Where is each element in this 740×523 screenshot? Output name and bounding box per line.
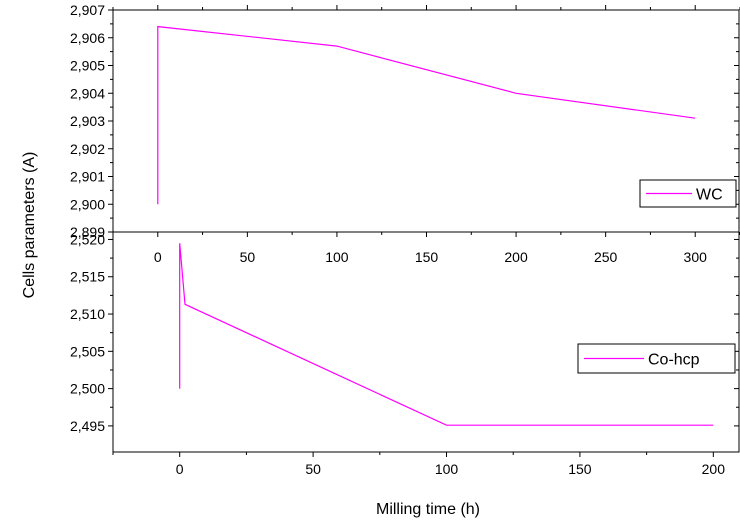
x-axis-title: Milling time (h): [376, 501, 480, 518]
bottom-panel: 2,495 2,500 2,505 2,510 2,515 2,520 0 50 100 150 2…: [70, 231, 740, 477]
x-tick-label: 100: [435, 461, 459, 477]
x-tick-label: 200: [504, 249, 528, 265]
y-axis-title: Cells parameters (A): [21, 152, 38, 299]
x-tick-label: 200: [702, 461, 726, 477]
y-tick-label: 2,903: [70, 113, 105, 129]
top-panel: 2,899 2,900 2,901 2,902 2,903 2,904 2,905 2,906…: [70, 2, 740, 265]
legend-label: Co-hcp: [648, 352, 700, 369]
x-tick-label: 50: [240, 249, 256, 265]
y-tick-label: 2,505: [70, 343, 105, 359]
y-tick-label: 2,520: [70, 231, 105, 247]
y-tick-label: 2,500: [70, 381, 105, 397]
series-line: [179, 243, 714, 426]
x-tick-label: 150: [568, 461, 592, 477]
y-tick-label: 2,904: [70, 85, 105, 101]
y-tick-label: 2,906: [70, 30, 105, 46]
y-tick-label: 2,899: [70, 224, 105, 240]
x-tick-label: 50: [305, 461, 321, 477]
x-tick-label: 0: [176, 461, 184, 477]
y-tick-label: 2,495: [70, 418, 105, 434]
y-tick-label: 2,907: [70, 2, 105, 18]
plot-frame: [112, 231, 740, 453]
y-tick-label: 2,510: [70, 306, 105, 322]
y-tick-label: 2,901: [70, 169, 105, 185]
x-tick-label: 0: [154, 249, 162, 265]
y-tick-label: 2,905: [70, 58, 105, 74]
legend-label: WC: [696, 187, 723, 204]
x-tick-label: 150: [415, 249, 439, 265]
x-tick-label: 300: [684, 249, 708, 265]
y-tick-label: 2,900: [70, 196, 105, 212]
series-line: [157, 25, 696, 205]
y-tick-label: 2,515: [70, 269, 105, 285]
y-tick-label: 2,902: [70, 141, 105, 157]
x-tick-label: 100: [325, 249, 349, 265]
x-tick-label: 250: [594, 249, 618, 265]
